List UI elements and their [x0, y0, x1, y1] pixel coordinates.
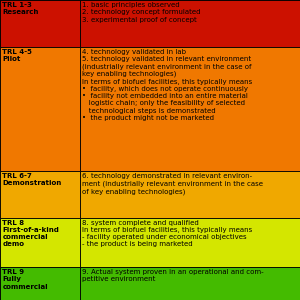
Text: 4. technology validated in lab
5. technology validated in relevant environment
(: 4. technology validated in lab 5. techno…: [82, 49, 253, 121]
Text: TRL 1-3
Research: TRL 1-3 Research: [2, 2, 39, 15]
Bar: [0, 46, 80, 171]
Text: TRL 4-5
Pilot: TRL 4-5 Pilot: [2, 49, 32, 62]
Bar: [80, 46, 300, 171]
Bar: [80, 218, 300, 267]
Bar: [80, 0, 300, 46]
Bar: [0, 267, 80, 300]
Text: TRL 6-7
Demonstration: TRL 6-7 Demonstration: [2, 173, 62, 186]
Text: TRL 8
First-of-a-kind
commercial
demo: TRL 8 First-of-a-kind commercial demo: [2, 220, 59, 247]
Bar: [80, 267, 300, 300]
Text: 8. system complete and qualified
In terms of biofuel facilities, this typically : 8. system complete and qualified In term…: [82, 220, 253, 247]
Text: 9. Actual system proven in an operational and com-
petitive environment: 9. Actual system proven in an operationa…: [82, 269, 264, 282]
Bar: [80, 171, 300, 217]
Text: 1. basic principles observed
2. technology concept formulated
3. experimental pr: 1. basic principles observed 2. technolo…: [82, 2, 201, 22]
Bar: [0, 218, 80, 267]
Text: TRL 9
Fully
commercial: TRL 9 Fully commercial: [2, 269, 48, 290]
Text: 6. technology demonstrated in relevant environ-
ment (industrially relevant envi: 6. technology demonstrated in relevant e…: [82, 173, 263, 195]
Bar: [0, 0, 80, 46]
Bar: [0, 171, 80, 217]
